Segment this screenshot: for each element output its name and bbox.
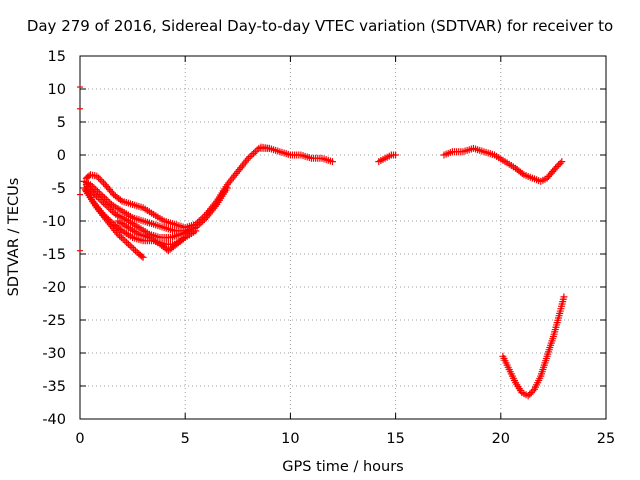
data-point: [98, 177, 106, 185]
x-tick-label: 0: [75, 431, 84, 447]
y-tick-label: 15: [48, 49, 66, 65]
chart-title: Day 279 of 2016, Sidereal Day-to-day VTE…: [27, 17, 613, 35]
series-arc-6: [114, 217, 200, 255]
data-point: [180, 235, 188, 243]
x-tick-label: 5: [181, 431, 190, 447]
series-arc-7: [257, 143, 336, 166]
data-point: [96, 176, 104, 184]
y-tick-label: -30: [42, 346, 66, 362]
data-point: [556, 159, 564, 167]
data-point: [560, 293, 568, 301]
data-point: [116, 196, 124, 204]
data-point: [529, 387, 537, 395]
y-tick-label: -10: [42, 214, 66, 230]
data-point: [195, 220, 203, 228]
y-tick-label: -20: [42, 280, 66, 296]
data-point: [527, 389, 535, 397]
data-point: [524, 392, 532, 400]
data-point: [518, 169, 526, 177]
data-point: [124, 240, 132, 248]
y-axis-label: SDTVAR / TECUs: [6, 178, 22, 297]
data-point: [200, 215, 208, 223]
data-point: [93, 172, 101, 180]
series-arc-8: [375, 151, 400, 166]
data-point: [116, 226, 124, 234]
data-point: [246, 153, 254, 161]
data-point: [550, 166, 558, 174]
x-axis-label: GPS time / hours: [282, 459, 403, 475]
series-arc-5: [82, 187, 147, 261]
data-point: [552, 164, 560, 172]
series-arc-9: [440, 144, 566, 185]
data-point: [192, 227, 200, 235]
data-point: [197, 219, 205, 227]
data-point: [95, 174, 103, 182]
data-point: [392, 151, 400, 159]
x-tick-label: 10: [281, 431, 299, 447]
x-tick-label: 20: [492, 431, 510, 447]
data-point: [131, 247, 139, 255]
x-tick-labels: 0 5 10 15 20 25: [75, 431, 615, 447]
data-point: [555, 161, 563, 169]
data-point: [139, 253, 147, 261]
data-point: [251, 148, 259, 156]
data-point: [250, 149, 258, 157]
data-point: [119, 235, 127, 243]
y-tick-label: 10: [48, 82, 66, 98]
data-point: [223, 184, 231, 192]
y-tick-label: 5: [57, 115, 66, 131]
data-point: [128, 243, 136, 251]
data-point: [130, 245, 138, 253]
y-tick-label: -35: [42, 379, 66, 395]
data-point: [121, 237, 129, 245]
data-point: [553, 163, 561, 171]
y-tick-label: 0: [57, 148, 66, 164]
plot-frame: [79, 55, 607, 420]
y-tick-label: -40: [42, 412, 66, 428]
data-point: [526, 390, 534, 398]
data-point: [123, 238, 131, 246]
data-point: [248, 151, 256, 159]
y-tick-labels: 15 10 5 0 -5 -10 -15 -20 -25 -30 -35 -40: [42, 49, 66, 428]
x-tick-label: 25: [597, 431, 615, 447]
data-points: [77, 86, 568, 400]
y-tick-label: -15: [42, 247, 66, 263]
data-point: [108, 189, 116, 197]
data-point: [558, 158, 566, 166]
x-tick-label: 15: [386, 431, 404, 447]
series-arc-10: [499, 293, 568, 400]
data-point: [199, 217, 207, 225]
grid-lines: [80, 56, 606, 419]
data-point: [100, 179, 108, 187]
y-tick-label: -5: [52, 181, 66, 197]
data-point: [328, 158, 336, 166]
data-point: [126, 242, 134, 250]
data-point: [138, 252, 146, 260]
y-tick-label: -25: [42, 313, 66, 329]
